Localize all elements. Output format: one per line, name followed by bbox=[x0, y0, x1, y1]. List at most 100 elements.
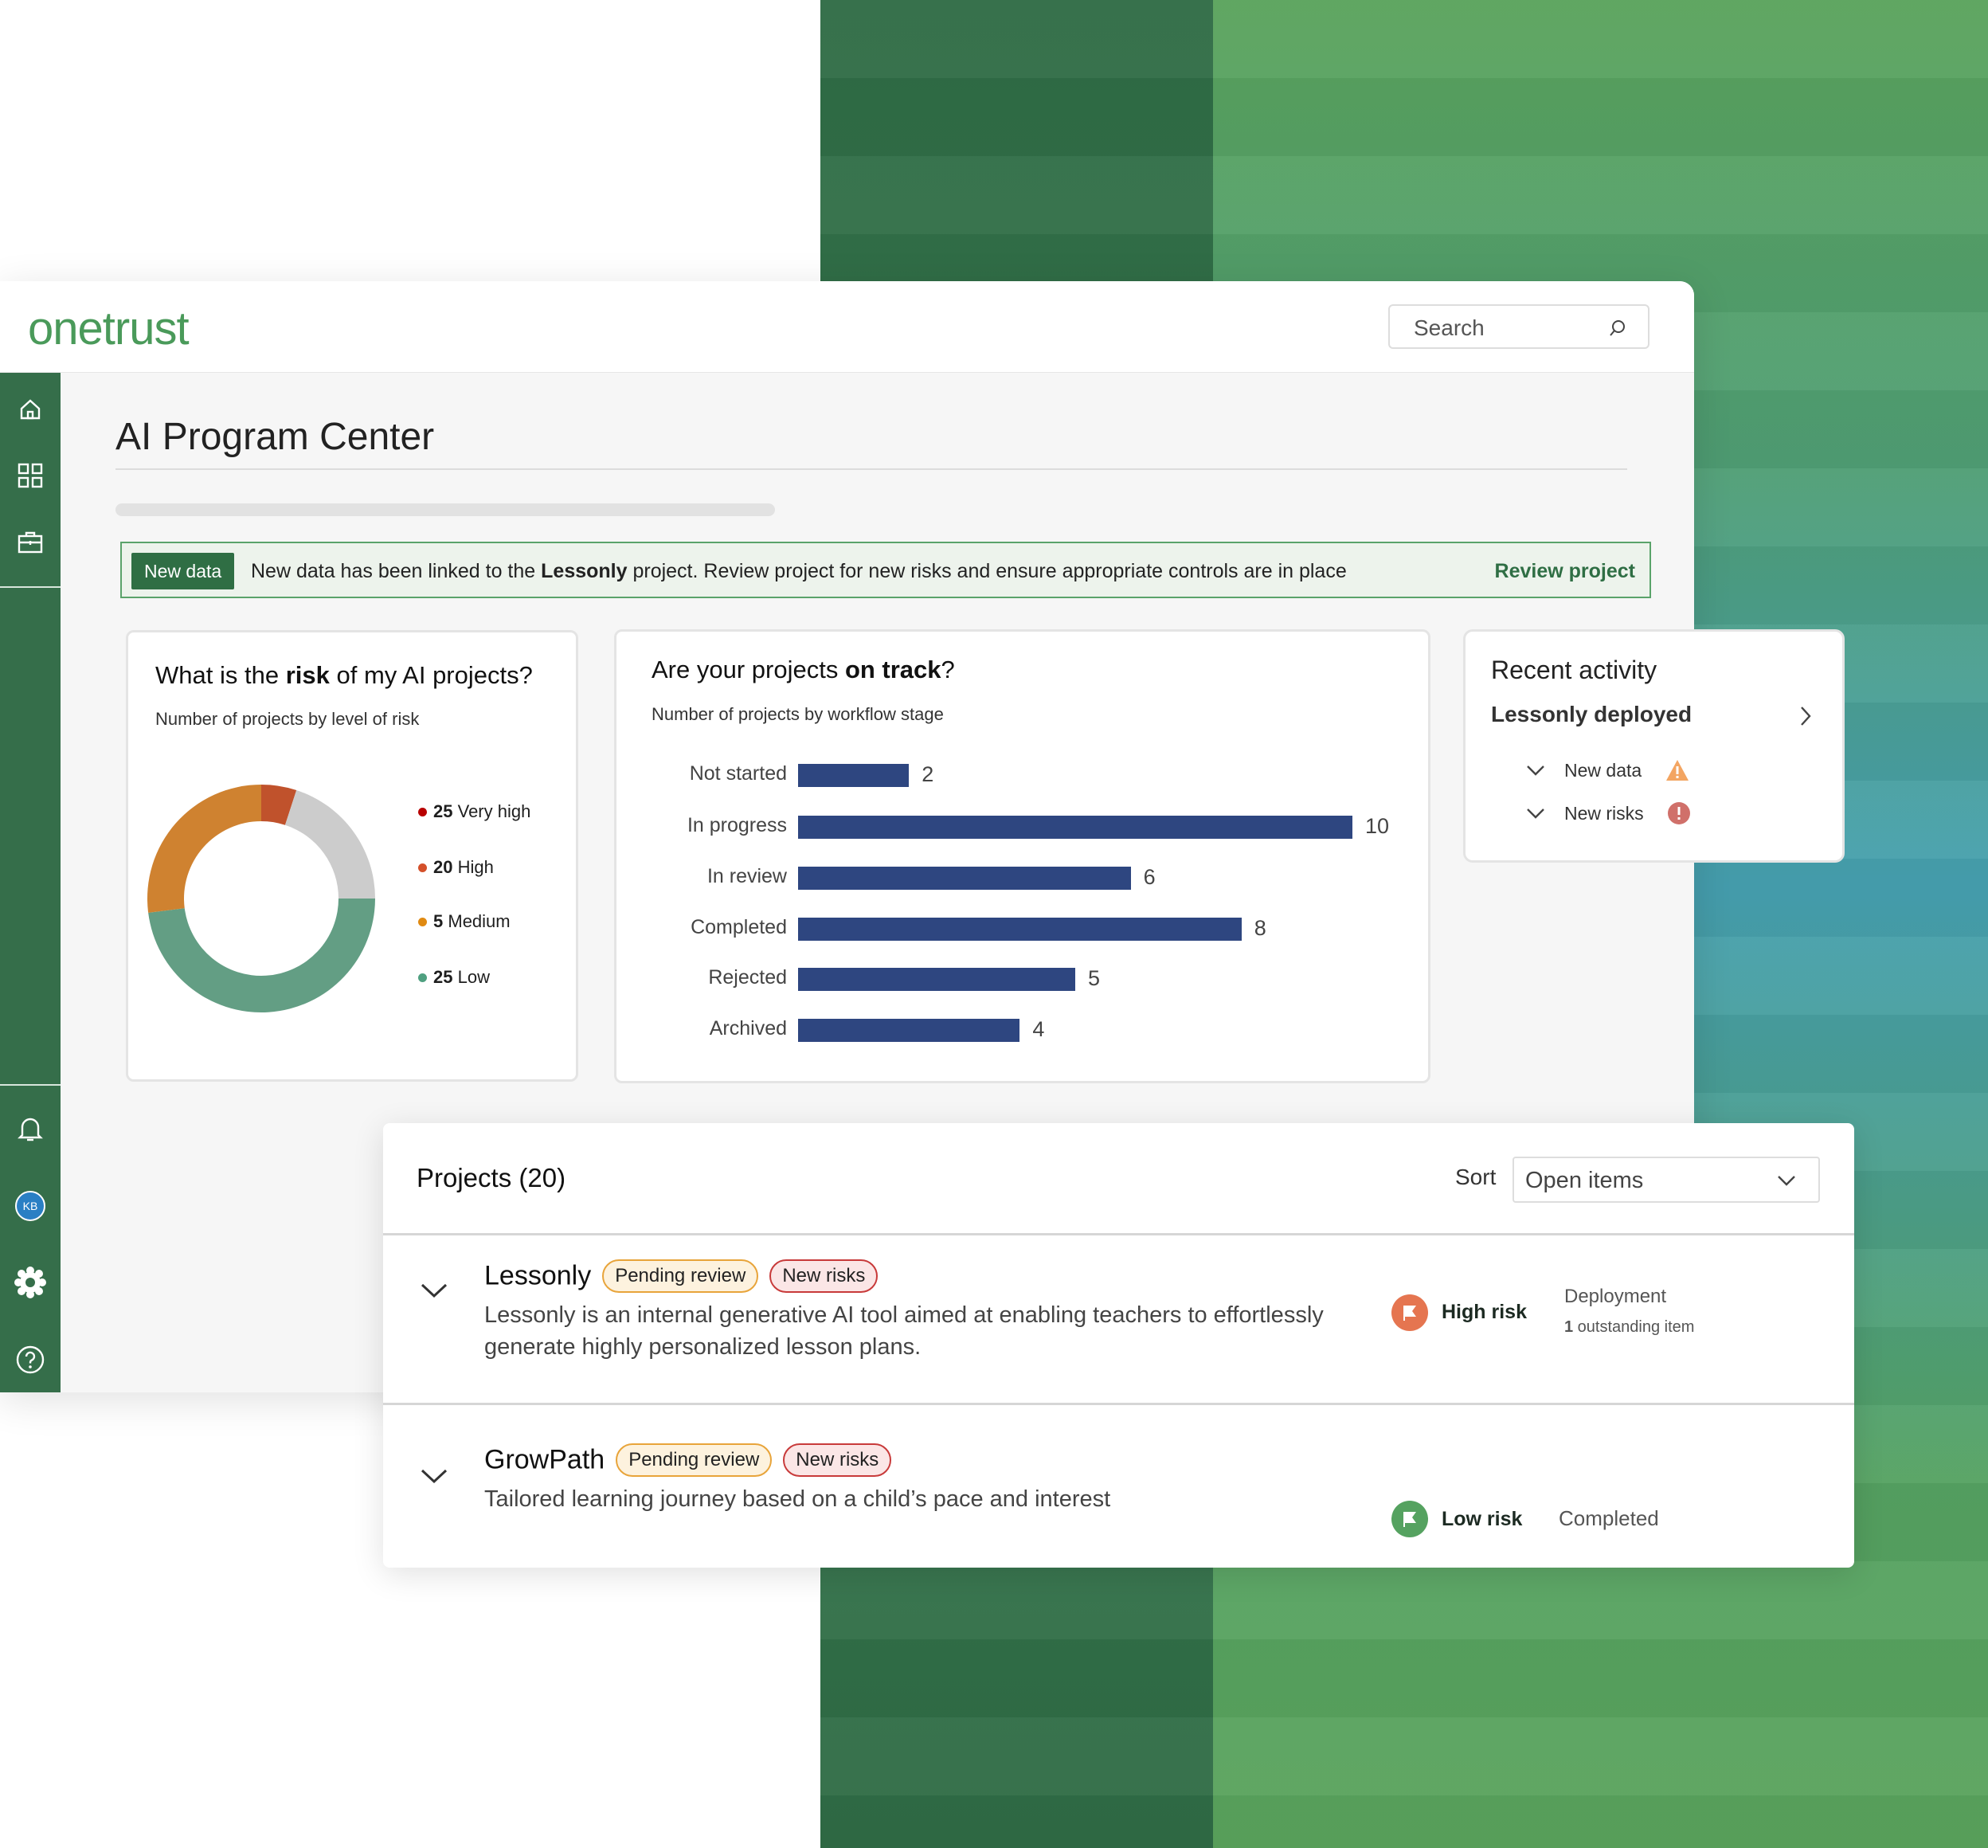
top-header: onetrust Search bbox=[0, 281, 1694, 373]
recent-sub-new-data[interactable]: New data bbox=[1526, 759, 1689, 781]
project-stage: Completed bbox=[1559, 1506, 1659, 1530]
sidebar-divider bbox=[0, 586, 61, 588]
workflow-card-subtitle: Number of projects by workflow stage bbox=[652, 704, 944, 724]
expand-chevron-icon[interactable] bbox=[420, 1467, 448, 1485]
onetrust-logo: onetrust bbox=[28, 303, 190, 354]
expand-chevron-icon[interactable] bbox=[420, 1282, 448, 1299]
bar-value: 8 bbox=[1254, 916, 1266, 940]
project-description: Tailored learning journey based on a chi… bbox=[484, 1486, 1111, 1512]
legend-label: Very high bbox=[457, 801, 531, 821]
search-input[interactable]: Search bbox=[1388, 304, 1649, 349]
bar bbox=[798, 867, 1131, 890]
legend-item: 5 Medium bbox=[418, 911, 511, 932]
project-name[interactable]: Lessonly bbox=[484, 1260, 592, 1291]
chevron-right-icon[interactable] bbox=[1798, 705, 1813, 727]
legend-item: 25 Very high bbox=[418, 801, 530, 822]
legend-value: 25 bbox=[433, 967, 453, 987]
loading-bar bbox=[115, 503, 775, 516]
recent-activity-card: Recent activity Lessonly deployed New da… bbox=[1463, 629, 1845, 863]
new-risks-tag: New risks bbox=[783, 1443, 892, 1477]
bar bbox=[798, 764, 910, 787]
bar bbox=[798, 1019, 1020, 1042]
projects-panel: Projects (20) Sort Open items Lessonly Pe… bbox=[383, 1123, 1854, 1568]
donut-slice bbox=[284, 789, 375, 899]
banner-project-name: Lessonly bbox=[541, 560, 628, 582]
risk-card-title: What is the risk of my AI projects? bbox=[155, 661, 533, 689]
sort-select[interactable]: Open items bbox=[1513, 1157, 1820, 1203]
new-risks-tag: New risks bbox=[769, 1259, 879, 1293]
briefcase-icon[interactable] bbox=[14, 527, 46, 558]
project-description: Lessonly is an internal generative AI to… bbox=[484, 1302, 1324, 1360]
bar-label: Completed bbox=[691, 916, 787, 938]
sort-value: Open items bbox=[1525, 1168, 1644, 1193]
legend-value: 25 bbox=[433, 801, 453, 821]
legend-dot bbox=[418, 917, 427, 926]
flag-icon bbox=[1391, 1501, 1428, 1537]
flag-icon bbox=[1391, 1294, 1428, 1331]
error-icon bbox=[1667, 802, 1690, 824]
legend-dot bbox=[418, 973, 427, 982]
bar-value: 5 bbox=[1088, 966, 1101, 990]
chevron-down-icon bbox=[1527, 808, 1544, 819]
risk-donut-chart bbox=[147, 785, 375, 1012]
row-divider bbox=[383, 1403, 1854, 1405]
workflow-card-title: Are your projects on track? bbox=[652, 656, 955, 683]
risk-chart-card: What is the risk of my AI projects? Numb… bbox=[126, 630, 578, 1082]
search-icon bbox=[1610, 320, 1625, 336]
search-placeholder: Search bbox=[1414, 315, 1485, 340]
help-icon[interactable] bbox=[14, 1344, 46, 1376]
user-avatar[interactable]: KB bbox=[14, 1190, 46, 1222]
recent-activity-title: Recent activity bbox=[1491, 656, 1657, 684]
bar bbox=[798, 816, 1352, 839]
bar-value: 4 bbox=[1032, 1017, 1045, 1041]
project-row[interactable]: GrowPath Pending review New risks Tailored… bbox=[383, 1405, 1854, 1568]
bar-label: Rejected bbox=[708, 966, 787, 989]
bar-label: In review bbox=[706, 865, 787, 887]
header-divider bbox=[383, 1233, 1854, 1235]
project-name[interactable]: GrowPath bbox=[484, 1444, 605, 1475]
legend-label: High bbox=[457, 857, 494, 877]
bar-value: 2 bbox=[922, 762, 934, 786]
project-stage: Deployment bbox=[1564, 1286, 1667, 1307]
app-window: onetrust Search KB AI Program Center New… bbox=[0, 281, 1694, 1392]
risk-level: Low risk bbox=[1442, 1508, 1523, 1530]
home-icon[interactable] bbox=[14, 393, 46, 425]
banner-text: New data has been linked to the bbox=[251, 560, 542, 582]
chevron-down-icon bbox=[1527, 765, 1544, 776]
legend-value: 20 bbox=[433, 857, 453, 877]
bar-label: In progress bbox=[687, 814, 787, 836]
bell-icon[interactable] bbox=[14, 1113, 46, 1145]
sidebar-divider bbox=[0, 1084, 61, 1086]
bar-value: 6 bbox=[1143, 865, 1156, 889]
new-data-badge: New data bbox=[131, 553, 235, 589]
recent-sub-label: New data bbox=[1564, 759, 1642, 781]
banner-message: New data has been linked to the Lessonly… bbox=[251, 560, 1347, 583]
sidebar: KB bbox=[0, 373, 61, 1392]
gear-icon[interactable] bbox=[14, 1267, 46, 1298]
pending-review-tag: Pending review bbox=[602, 1259, 759, 1293]
banner-text: project. Review project for new risks an… bbox=[627, 560, 1347, 582]
chevron-down-icon bbox=[1778, 1176, 1795, 1186]
recent-item-title[interactable]: Lessonly deployed bbox=[1491, 702, 1693, 726]
bar-label: Not started bbox=[689, 762, 787, 785]
donut-slice bbox=[147, 785, 261, 913]
legend-dot bbox=[418, 863, 427, 872]
legend-label: Low bbox=[457, 967, 490, 987]
review-project-link[interactable]: Review project bbox=[1494, 560, 1635, 582]
legend-value: 5 bbox=[433, 911, 444, 931]
page-title: AI Program Center bbox=[115, 416, 435, 458]
outstanding-items: 1 outstanding item bbox=[1564, 1318, 1695, 1336]
workflow-chart-card: Are your projects on track? Number of pr… bbox=[614, 629, 1430, 1083]
pending-review-tag: Pending review bbox=[616, 1443, 773, 1477]
risk-card-subtitle: Number of projects by level of risk bbox=[155, 709, 420, 729]
legend-label: Medium bbox=[448, 911, 511, 931]
recent-sub-label: New risks bbox=[1564, 802, 1644, 824]
donut-slice bbox=[261, 785, 297, 825]
recent-sub-new-risks[interactable]: New risks bbox=[1526, 802, 1690, 824]
legend-item: 25 Low bbox=[418, 967, 490, 988]
project-row[interactable]: Lessonly Pending review New risks Lessonly… bbox=[383, 1235, 1854, 1404]
grid-icon[interactable] bbox=[14, 460, 46, 491]
title-divider bbox=[115, 468, 1627, 470]
warning-icon bbox=[1666, 760, 1689, 781]
donut-slice bbox=[148, 899, 375, 1012]
